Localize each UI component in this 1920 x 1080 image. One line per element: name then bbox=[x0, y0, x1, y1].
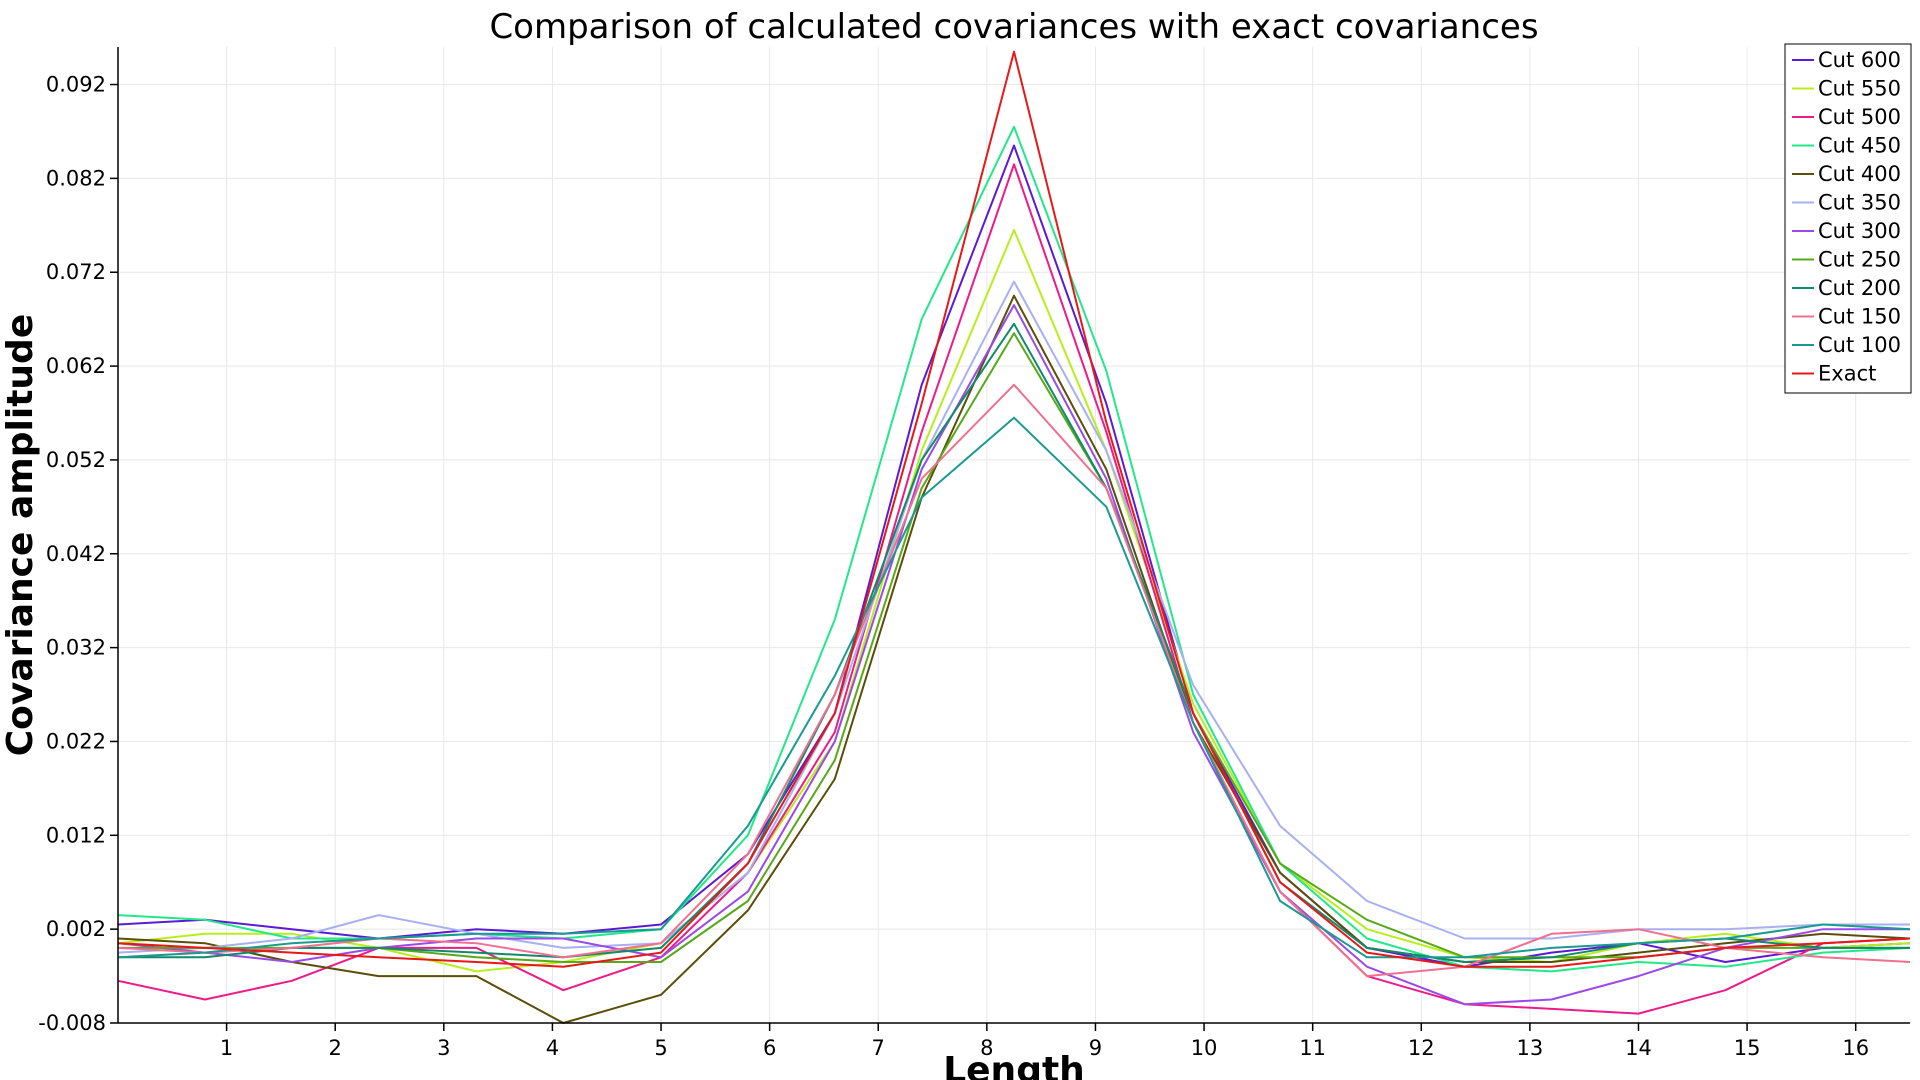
series-line-cut-300 bbox=[117, 304, 1910, 1006]
series-line-cut-200 bbox=[118, 322, 1910, 963]
series-line-exact bbox=[117, 50, 1911, 968]
y-tick-label: 0.032 bbox=[46, 636, 106, 660]
series-line-cut-350 bbox=[117, 280, 1910, 954]
y-tick-label: -0.008 bbox=[38, 1011, 106, 1035]
x-tick-label: 6 bbox=[763, 1036, 776, 1060]
series-line-cut-100 bbox=[117, 416, 1911, 959]
legend-label-cut-450: Cut 450 bbox=[1818, 134, 1901, 158]
x-tick-label: 5 bbox=[654, 1036, 667, 1060]
x-tick-label: 1 bbox=[220, 1036, 233, 1060]
x-tick-label: 15 bbox=[1734, 1036, 1761, 1060]
legend: Cut 600 Cut 550 Cut 500 Cut 450 Cut 400 Cut 3… bbox=[1784, 43, 1912, 394]
y-axis-title: Covariance amplitude bbox=[0, 314, 41, 757]
y-ticks: -0.008 0.002 0.012 0.022 0.032 0.042 0.052 0.06… bbox=[38, 73, 118, 1035]
y-tick-label: 0.002 bbox=[46, 917, 106, 941]
series-line-cut-400 bbox=[117, 294, 1911, 1024]
grid-lines bbox=[118, 47, 1910, 1024]
y-tick-label: 0.062 bbox=[46, 354, 106, 378]
legend-label-cut-600: Cut 600 bbox=[1818, 48, 1901, 72]
series-lines bbox=[117, 50, 1911, 1024]
legend-label-cut-350: Cut 350 bbox=[1818, 191, 1901, 215]
series-line-cut-550 bbox=[117, 229, 1911, 973]
x-tick-label: 13 bbox=[1517, 1036, 1544, 1060]
x-tick-label: 12 bbox=[1408, 1036, 1435, 1060]
legend-label-cut-550: Cut 550 bbox=[1818, 77, 1901, 101]
x-tick-label: 10 bbox=[1191, 1036, 1218, 1060]
y-tick-label: 0.072 bbox=[46, 260, 106, 284]
x-tick-label: 2 bbox=[329, 1036, 342, 1060]
legend-label-cut-250: Cut 250 bbox=[1818, 248, 1901, 272]
y-tick-label: 0.042 bbox=[46, 542, 106, 566]
x-axis-title: Length bbox=[943, 1050, 1085, 1080]
legend-label-cut-300: Cut 300 bbox=[1818, 219, 1901, 243]
series-line-cut-500 bbox=[117, 163, 1911, 1015]
y-tick-label: 0.012 bbox=[46, 823, 106, 847]
series-line-cut-250 bbox=[118, 332, 1910, 963]
x-tick-label: 4 bbox=[546, 1036, 559, 1060]
x-tick-label: 16 bbox=[1842, 1036, 1869, 1060]
y-tick-label: 0.052 bbox=[46, 448, 106, 472]
legend-label-exact: Exact bbox=[1818, 362, 1876, 386]
x-tick-label: 8 bbox=[980, 1036, 993, 1060]
x-tick-label: 3 bbox=[437, 1036, 450, 1060]
chart-title: Comparison of calculated covariances wit… bbox=[489, 7, 1538, 47]
legend-label-cut-150: Cut 150 bbox=[1818, 305, 1901, 329]
series-line-cut-450 bbox=[117, 125, 1911, 973]
legend-label-cut-500: Cut 500 bbox=[1818, 105, 1901, 129]
x-tick-label: 7 bbox=[872, 1036, 885, 1060]
axes bbox=[117, 47, 1910, 1024]
legend-label-cut-200: Cut 200 bbox=[1818, 276, 1901, 300]
x-tick-label: 11 bbox=[1299, 1036, 1326, 1060]
series-line-cut-600 bbox=[117, 144, 1911, 968]
legend-box bbox=[1784, 43, 1912, 394]
series-line-cut-150 bbox=[117, 383, 1911, 978]
x-tick-label: 14 bbox=[1625, 1036, 1652, 1060]
y-tick-label: 0.082 bbox=[46, 166, 106, 190]
x-tick-label: 9 bbox=[1089, 1036, 1102, 1060]
y-tick-label: 0.092 bbox=[46, 73, 106, 97]
y-tick-label: 0.022 bbox=[46, 729, 106, 753]
x-ticks: 1 2 3 4 5 6 7 8 9 10 11 12 13 14 15 16 bbox=[220, 1023, 1869, 1060]
legend-label-cut-100: Cut 100 bbox=[1818, 333, 1901, 357]
legend-label-cut-400: Cut 400 bbox=[1818, 162, 1901, 186]
